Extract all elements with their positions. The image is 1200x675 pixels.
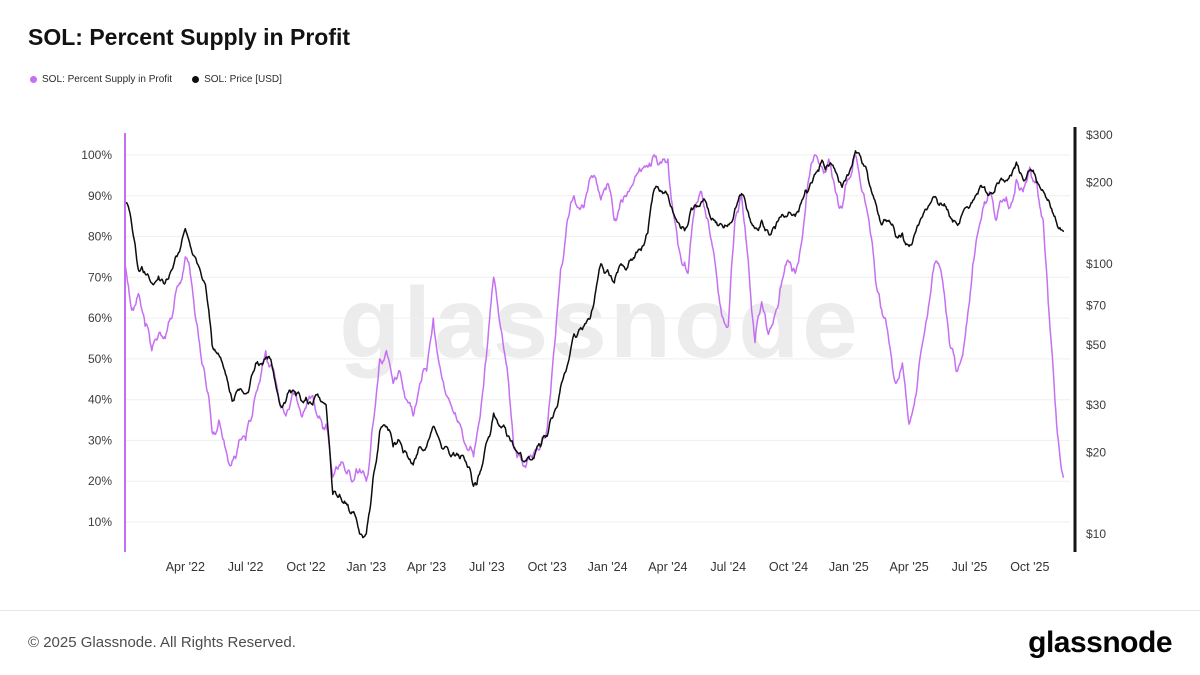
- svg-text:Jan '25: Jan '25: [829, 560, 869, 574]
- svg-text:$300: $300: [1086, 128, 1113, 142]
- svg-text:90%: 90%: [88, 189, 112, 203]
- svg-text:Jul '23: Jul '23: [469, 560, 505, 574]
- svg-text:Jul '25: Jul '25: [952, 560, 988, 574]
- svg-text:Oct '23: Oct '23: [528, 560, 567, 574]
- svg-text:40%: 40%: [88, 393, 112, 407]
- svg-text:$100: $100: [1086, 257, 1113, 271]
- legend-label-percent-supply: SOL: Percent Supply in Profit: [42, 74, 173, 85]
- legend-label-price: SOL: Price [USD]: [204, 74, 282, 85]
- svg-text:50%: 50%: [88, 352, 112, 366]
- svg-text:10%: 10%: [88, 515, 112, 529]
- svg-text:Apr '25: Apr '25: [889, 560, 928, 574]
- svg-text:Oct '25: Oct '25: [1010, 560, 1049, 574]
- svg-text:30%: 30%: [88, 433, 112, 447]
- svg-text:80%: 80%: [88, 230, 112, 244]
- svg-text:Apr '22: Apr '22: [166, 560, 205, 574]
- svg-text:20%: 20%: [88, 474, 112, 488]
- svg-text:70%: 70%: [88, 270, 112, 284]
- svg-text:Jan '24: Jan '24: [588, 560, 628, 574]
- page-footer: © 2025 Glassnode. All Rights Reserved. g…: [0, 610, 1200, 674]
- svg-text:$10: $10: [1086, 527, 1106, 541]
- left-axis-labels: 10% 20% 30% 40% 50% 60% 70% 80% 90% 100%: [81, 148, 112, 529]
- series-line-price: [124, 150, 1065, 539]
- svg-text:100%: 100%: [81, 148, 112, 162]
- svg-text:Oct '22: Oct '22: [286, 560, 325, 574]
- copyright-text: © 2025 Glassnode. All Rights Reserved.: [28, 634, 296, 651]
- chart-legend: SOL: Percent Supply in Profit SOL: Price…: [30, 74, 282, 85]
- svg-text:$50: $50: [1086, 338, 1106, 352]
- legend-item-percent-supply[interactable]: SOL: Percent Supply in Profit: [30, 74, 172, 85]
- svg-text:Oct '24: Oct '24: [769, 560, 808, 574]
- legend-item-price[interactable]: SOL: Price [USD]: [192, 74, 282, 85]
- svg-text:Jul '24: Jul '24: [710, 560, 746, 574]
- svg-text:Jan '23: Jan '23: [346, 560, 386, 574]
- svg-text:$20: $20: [1086, 446, 1106, 460]
- glassnode-logo[interactable]: glassnode: [1028, 625, 1172, 659]
- svg-text:60%: 60%: [88, 311, 112, 325]
- gridlines: [125, 154, 1070, 523]
- legend-dot-percent-supply-icon: [30, 76, 37, 83]
- svg-text:Apr '24: Apr '24: [648, 560, 687, 574]
- svg-text:Jul '22: Jul '22: [228, 560, 264, 574]
- svg-text:$70: $70: [1086, 299, 1106, 313]
- x-axis-labels: Apr '22 Jul '22 Oct '22 Jan '23 Apr '23 Jul '…: [166, 560, 1050, 574]
- svg-text:Apr '23: Apr '23: [407, 560, 446, 574]
- right-axis-labels: $10 $20 $30 $50 $70 $100 $200 $300: [1086, 128, 1113, 541]
- legend-dot-price-icon: [192, 76, 200, 83]
- svg-text:$30: $30: [1086, 398, 1106, 412]
- page-title: SOL: Percent Supply in Profit: [28, 24, 351, 50]
- svg-text:$200: $200: [1086, 176, 1113, 190]
